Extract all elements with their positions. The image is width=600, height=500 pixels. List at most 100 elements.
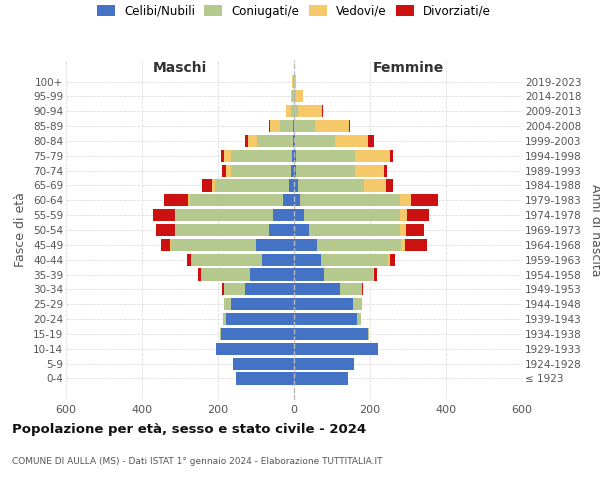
Bar <box>295 120 315 132</box>
Bar <box>294 358 354 370</box>
Bar <box>216 342 294 355</box>
Bar <box>294 180 298 192</box>
Bar <box>222 284 224 296</box>
Bar <box>309 224 400 236</box>
Bar <box>231 164 291 176</box>
Bar <box>362 284 363 296</box>
Bar <box>295 76 296 88</box>
Bar <box>294 76 295 88</box>
Legend: Celibi/Nubili, Coniugati/e, Vedovi/e, Divorziati/e: Celibi/Nubili, Coniugati/e, Vedovi/e, Di… <box>97 4 491 18</box>
Bar <box>373 268 374 280</box>
Bar <box>294 239 317 251</box>
Bar <box>390 254 395 266</box>
Bar <box>245 135 248 147</box>
Bar <box>176 209 273 221</box>
Bar <box>407 209 429 221</box>
Bar <box>280 120 293 132</box>
Bar <box>294 298 353 310</box>
Bar <box>368 328 369 340</box>
Bar <box>355 164 385 176</box>
Bar <box>170 239 256 251</box>
Bar <box>400 194 411 206</box>
Bar <box>322 105 323 118</box>
Bar <box>269 224 294 236</box>
Bar <box>304 209 400 221</box>
Bar <box>236 372 294 384</box>
Bar <box>294 254 320 266</box>
Bar <box>294 164 296 176</box>
Bar <box>325 268 373 280</box>
Bar <box>294 328 368 340</box>
Bar <box>294 313 356 325</box>
Bar <box>349 120 350 132</box>
Bar <box>298 180 364 192</box>
Bar <box>296 150 355 162</box>
Bar <box>294 150 296 162</box>
Bar <box>250 268 294 280</box>
Bar <box>317 239 401 251</box>
Bar <box>273 209 294 221</box>
Bar <box>201 268 250 280</box>
Bar <box>176 224 269 236</box>
Bar <box>223 313 226 325</box>
Bar <box>221 150 224 162</box>
Bar <box>411 194 439 206</box>
Bar <box>175 209 176 221</box>
Y-axis label: Fasce di età: Fasce di età <box>14 192 28 268</box>
Bar <box>335 135 368 147</box>
Bar <box>198 268 201 280</box>
Bar <box>315 120 349 132</box>
Bar <box>154 209 175 221</box>
Bar <box>191 254 262 266</box>
Bar <box>293 135 294 147</box>
Text: COMUNE DI AULLA (MS) - Dati ISTAT 1° gennaio 2024 - Elaborazione TUTTITALIA.IT: COMUNE DI AULLA (MS) - Dati ISTAT 1° gen… <box>12 458 383 466</box>
Bar <box>226 313 294 325</box>
Bar <box>374 268 377 280</box>
Bar <box>294 284 340 296</box>
Bar <box>294 194 300 206</box>
Bar <box>291 90 292 102</box>
Bar <box>262 254 294 266</box>
Bar <box>187 254 191 266</box>
Bar <box>295 135 335 147</box>
Bar <box>222 164 226 176</box>
Bar <box>364 180 386 192</box>
Bar <box>353 298 362 310</box>
Bar <box>294 268 325 280</box>
Bar <box>368 135 374 147</box>
Bar <box>232 150 292 162</box>
Bar <box>356 313 361 325</box>
Bar <box>175 224 176 236</box>
Bar <box>221 328 294 340</box>
Text: Femmine: Femmine <box>373 61 443 75</box>
Bar <box>245 284 294 296</box>
Bar <box>226 164 231 176</box>
Bar <box>271 120 280 132</box>
Bar <box>269 120 271 132</box>
Bar <box>298 105 322 118</box>
Bar <box>283 194 294 206</box>
Bar <box>401 239 405 251</box>
Bar <box>188 194 190 206</box>
Bar <box>289 180 294 192</box>
Bar <box>294 224 309 236</box>
Bar <box>224 284 245 296</box>
Bar <box>400 224 406 236</box>
Bar <box>248 135 257 147</box>
Bar <box>294 209 304 221</box>
Bar <box>406 224 424 236</box>
Bar <box>294 90 296 102</box>
Bar <box>155 224 175 236</box>
Bar <box>224 298 232 310</box>
Bar <box>161 239 170 251</box>
Bar <box>388 254 390 266</box>
Bar <box>400 209 407 221</box>
Bar <box>293 120 294 132</box>
Bar <box>256 239 294 251</box>
Bar <box>291 164 294 176</box>
Bar <box>220 328 221 340</box>
Bar <box>190 194 283 206</box>
Bar <box>296 90 303 102</box>
Bar <box>286 105 290 118</box>
Bar <box>320 254 388 266</box>
